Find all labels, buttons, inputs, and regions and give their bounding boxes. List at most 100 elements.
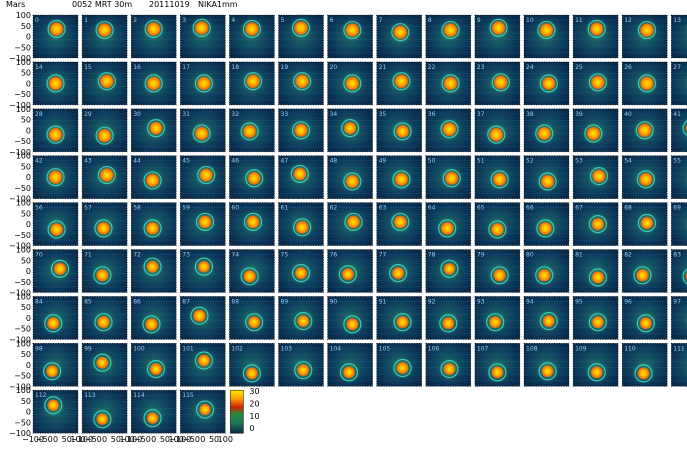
panel-frame <box>32 108 79 153</box>
source-peak <box>391 266 405 280</box>
map-panel: 84 <box>32 296 79 340</box>
panel-frame <box>327 296 373 340</box>
map-panel: 43 <box>81 155 128 199</box>
source-ring <box>46 125 65 144</box>
panel-index: 90 <box>330 298 338 305</box>
panel-index: 7 <box>379 17 383 24</box>
source-ring <box>44 396 63 415</box>
map-panel: 88 <box>229 296 275 340</box>
source-ring <box>194 74 214 93</box>
source-peak <box>294 266 308 280</box>
map-panel: 110 <box>621 342 668 387</box>
source-peak <box>585 126 601 142</box>
source-peak <box>244 21 260 37</box>
panel-index: 99 <box>84 345 92 352</box>
panel-index: 23 <box>477 64 485 71</box>
panel-frame <box>327 61 373 106</box>
map-panel: 13 <box>670 14 687 59</box>
y-tick-label: 50 <box>21 303 31 312</box>
source-ring <box>190 306 209 325</box>
panel-index: 57 <box>84 205 92 212</box>
map-panel: 38 <box>523 108 570 153</box>
map-panel: 111 <box>670 342 687 387</box>
y-tick-label: −50 <box>14 184 31 193</box>
panel-index: 114 <box>133 392 145 399</box>
panel-frame <box>474 202 521 246</box>
source-peak <box>198 167 214 183</box>
map-panel: 37 <box>474 108 521 153</box>
source-peak <box>293 20 309 36</box>
source-peak <box>293 123 309 138</box>
panel-index: 111 <box>673 345 685 352</box>
source-halo <box>684 314 687 331</box>
map-panel: 51 <box>474 155 521 199</box>
source-ring <box>240 122 259 141</box>
source-ring <box>242 19 261 39</box>
panel-frame <box>81 155 128 199</box>
panel-frame <box>425 14 472 59</box>
x-tick-label: −50 <box>134 435 151 444</box>
y-tick-label: −100 <box>9 382 31 391</box>
panel-frame <box>474 61 521 106</box>
source-peak <box>149 362 163 376</box>
x-tick-label: 0 <box>200 435 205 444</box>
map-panel: 46 <box>229 155 275 199</box>
panel-frame <box>180 14 226 59</box>
map-panel: 17 <box>180 61 226 106</box>
panel-index: 70 <box>35 252 43 259</box>
source-peak <box>637 366 651 380</box>
source-peak <box>242 269 257 284</box>
source-ring <box>488 220 507 239</box>
map-panel: 18 <box>229 61 275 106</box>
y-tick-label: −50 <box>14 90 31 99</box>
panel-index: 14 <box>35 64 43 71</box>
source-peak <box>146 260 160 274</box>
source-peak <box>95 268 110 283</box>
instrument-label: NIKA1mm <box>198 0 238 9</box>
source-ring <box>47 220 66 239</box>
panel-frame <box>621 108 668 153</box>
panel-frame <box>32 342 79 387</box>
source-ring <box>146 360 166 379</box>
source-ring <box>536 219 555 238</box>
y-tick-label: −100 <box>9 429 31 438</box>
source-ring <box>293 72 312 91</box>
source-peak <box>146 21 162 37</box>
panel-frame <box>621 342 668 387</box>
panel-index: 51 <box>477 158 485 165</box>
source-ring <box>245 313 264 332</box>
source-ring <box>588 215 607 234</box>
source-ring <box>195 400 215 419</box>
panel-frame <box>130 342 177 387</box>
panel-index: 60 <box>231 205 239 212</box>
source-ring <box>392 72 411 91</box>
map-panel: 73 <box>180 249 226 293</box>
source-peak <box>145 221 160 236</box>
panel-index: 77 <box>379 252 387 259</box>
panel-index: 79 <box>477 252 485 259</box>
map-panel: 28 <box>32 108 79 153</box>
map-panel: 39 <box>572 108 619 153</box>
y-tick-label: 0 <box>26 267 31 276</box>
y-tick-label: 50 <box>21 116 31 125</box>
map-panel: 106 <box>425 342 472 387</box>
source-ring <box>95 20 114 40</box>
map-panel: 93 <box>474 296 521 340</box>
source-peak <box>344 22 360 38</box>
panel-frame <box>81 342 128 387</box>
colorbar-tick: 20 <box>249 400 259 409</box>
source-ring <box>490 170 509 189</box>
map-panel: 44 <box>130 155 177 199</box>
source-peak <box>490 365 504 379</box>
x-tick-label: 50 <box>160 435 170 444</box>
y-tick-label: −100 <box>9 148 31 157</box>
y-tick-label: 100 <box>16 339 31 348</box>
map-panel: 33 <box>278 108 324 153</box>
map-panel: 21 <box>376 61 423 106</box>
source-peak <box>342 365 356 379</box>
map-panel: 48 <box>327 155 373 199</box>
panel-frame <box>81 389 128 434</box>
panel-frame <box>376 296 423 340</box>
source-peak <box>146 75 162 91</box>
source-peak <box>146 411 159 425</box>
